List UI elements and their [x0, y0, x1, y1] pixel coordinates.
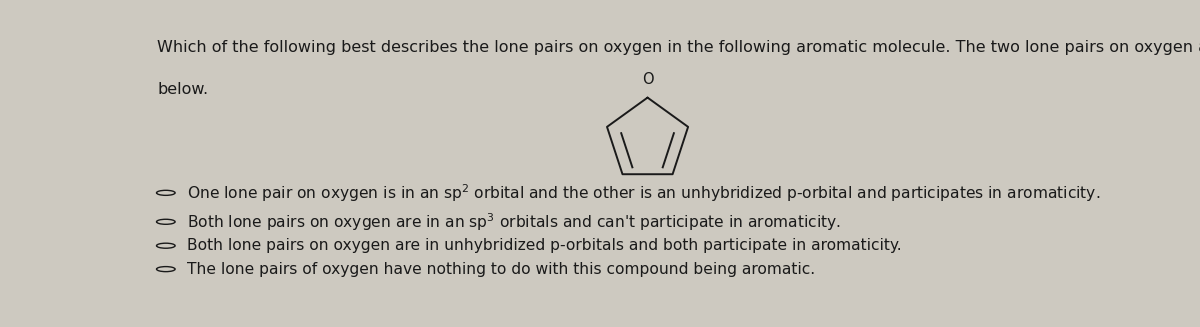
Text: Both lone pairs on oxygen are in an sp$^{3}$ orbitals and can't participate in a: Both lone pairs on oxygen are in an sp$^… [187, 211, 841, 232]
Text: The lone pairs of oxygen have nothing to do with this compound being aromatic.: The lone pairs of oxygen have nothing to… [187, 262, 815, 277]
Text: below.: below. [157, 82, 209, 97]
Text: Which of the following best describes the lone pairs on oxygen in the following : Which of the following best describes th… [157, 41, 1200, 56]
Text: One lone pair on oxygen is in an sp$^{2}$ orbital and the other is an unhybridiz: One lone pair on oxygen is in an sp$^{2}… [187, 182, 1100, 204]
Text: O: O [642, 72, 653, 87]
Text: Both lone pairs on oxygen are in unhybridized p-orbitals and both participate in: Both lone pairs on oxygen are in unhybri… [187, 238, 902, 253]
